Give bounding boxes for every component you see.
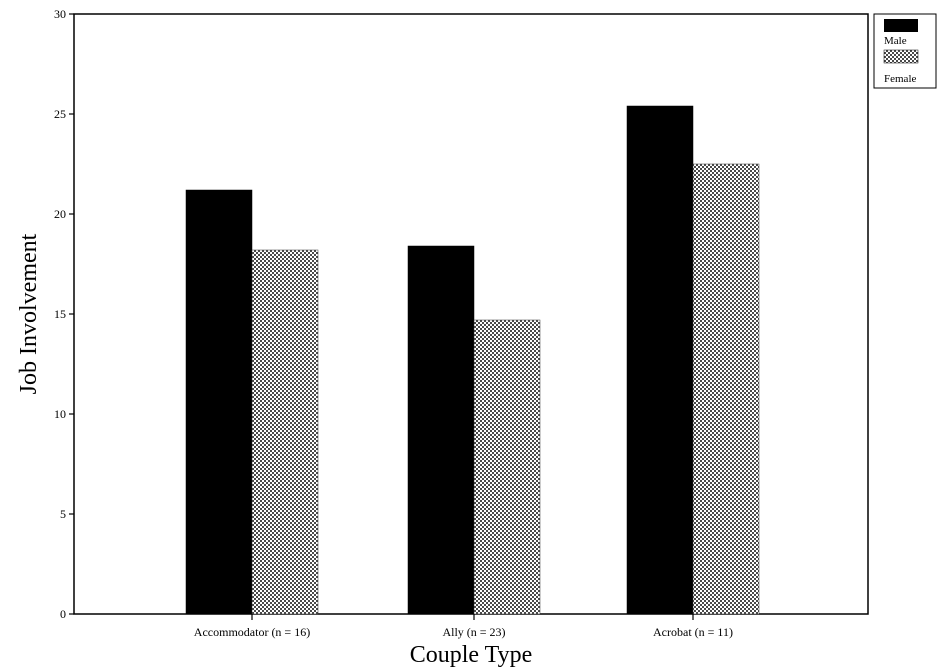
bar-female-1 [251, 249, 319, 615]
bar-male-2 [407, 245, 475, 615]
x-axis-title: Couple Type [410, 642, 533, 668]
y-tick-label: 25 [54, 107, 66, 121]
legend: Male Female [873, 13, 937, 89]
y-axis-title: Job Involvement [16, 233, 42, 394]
y-tick-label: 20 [54, 207, 66, 221]
bar-male-1 [185, 189, 253, 615]
y-tick-label: 5 [60, 507, 66, 521]
y-tick-label: 30 [54, 7, 66, 21]
y-tick-label: 10 [54, 407, 66, 421]
bars [185, 105, 760, 615]
bar-female-2 [473, 319, 541, 615]
y-tick-label: 15 [54, 307, 66, 321]
bar-female-3 [692, 163, 760, 615]
x-category-label: Accommodator (n = 16) [194, 625, 310, 639]
legend-swatch-male [884, 19, 918, 32]
x-axis: Accommodator (n = 16) Ally (n = 23) Acroba… [194, 614, 733, 639]
y-axis: 0 5 10 15 20 25 30 [54, 7, 74, 621]
legend-label-male: Male [884, 35, 907, 47]
legend-swatch-female [883, 49, 919, 64]
bar-male-3 [626, 105, 694, 615]
x-category-label: Acrobat (n = 11) [653, 625, 733, 639]
legend-label-female: Female [884, 73, 916, 85]
x-category-label: Ally (n = 23) [442, 625, 505, 639]
y-tick-label: 0 [60, 607, 66, 621]
